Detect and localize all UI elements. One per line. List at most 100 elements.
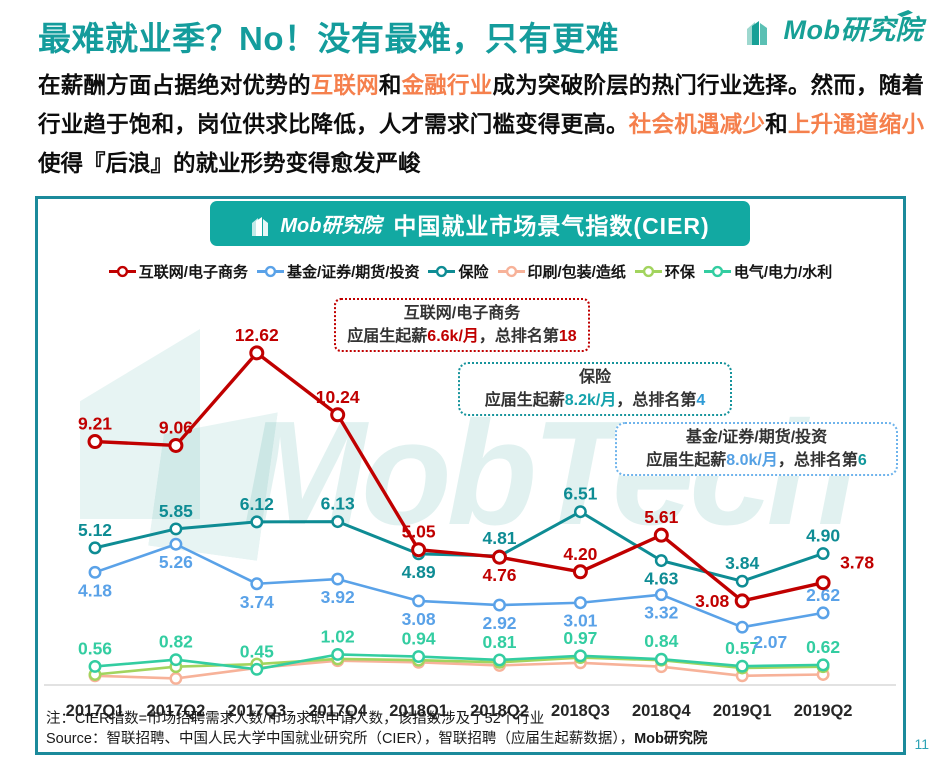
graduation-cap-icon [897, 10, 913, 17]
data-point [492, 549, 507, 565]
data-label: 0.81 [482, 632, 516, 652]
chart-title: 中国就业市场景气指数(CIER) [393, 212, 710, 239]
series-line [94, 351, 824, 603]
data-point [412, 594, 426, 608]
x-tick-label: 2017Q3 [227, 702, 286, 720]
data-label: 0.82 [159, 632, 193, 652]
data-label: 0.94 [402, 629, 436, 649]
data-point [87, 434, 103, 450]
series-line [94, 653, 824, 671]
legend-item-基金/证券/期货/投资: 基金/证券/期货/投资 [256, 261, 419, 282]
data-point [331, 572, 345, 586]
banner-logo-text: Mob研究院 [280, 215, 382, 237]
data-point [654, 652, 668, 666]
intro-text: 和 [378, 73, 402, 98]
data-point [816, 547, 830, 561]
x-tick-label: 2019Q1 [713, 702, 772, 720]
data-label: 9.06 [159, 417, 193, 437]
legend-item-互联网/电子商务: 互联网/电子商务 [108, 261, 248, 282]
data-point [572, 564, 588, 580]
data-label: 4.18 [78, 580, 112, 600]
data-label: 3.32 [644, 603, 678, 623]
series-基金/证券/期货/投资: 4.18 5.26 3.74 3.92 3.08 2.92 3.01 3.32 2.07 2.62 [78, 537, 840, 652]
series-line [94, 659, 824, 680]
intro-highlight-opportunity: 社会机遇减少 [628, 112, 766, 137]
data-label: 2.62 [806, 585, 840, 605]
x-tick-label: 2018Q4 [632, 702, 692, 720]
data-label: 5.05 [402, 522, 436, 542]
data-point [169, 671, 183, 685]
chart-title-banner: Mob研究院 中国就业市场景气指数(CIER) [210, 201, 750, 246]
legend-marker-icon [256, 265, 284, 278]
callout-title: 基金/证券/期货/投资 [685, 429, 828, 446]
series-保险: 5.12 5.85 6.12 6.13 4.89 4.81 6.51 4.63 3.84 4.90 [78, 484, 840, 589]
data-label: 4.63 [644, 569, 678, 589]
page-number: 11 [914, 736, 929, 752]
legend-label: 环保 [664, 264, 695, 281]
data-point [735, 620, 749, 634]
data-point [412, 650, 426, 664]
callout-title: 互联网/电子商务 [403, 305, 521, 322]
data-point [493, 598, 506, 612]
intro-paragraph: 在薪酬方面占据绝对优势的互联网和金融行业成为突破阶层的热门行业选择。然而，随着行… [38, 66, 924, 183]
legend-marker-icon [703, 265, 731, 278]
legend-item-环保: 环保 [634, 261, 695, 282]
callout-fund: 基金/证券/期货/投资 应届生起薪8.0k/月，总排名第6 [615, 422, 898, 476]
data-point [331, 515, 345, 529]
x-tick-label: 2018Q3 [551, 702, 610, 720]
data-label: 0.62 [806, 637, 840, 657]
data-label: 5.26 [159, 552, 193, 572]
footnote-cier: 注：CIER指数=市场招聘需求人数/市场求职申请人数，该指数涉及了52个行业 [46, 711, 545, 727]
series-互联网/电子商务: 9.21 9.06 12.62 10.24 5.05 4.76 4.20 5.61 3.08 3.… [78, 325, 874, 611]
legend-label: 保险 [458, 264, 489, 281]
data-point [653, 527, 669, 543]
data-label: 3.08 [402, 609, 436, 629]
data-label: 0.84 [644, 631, 678, 651]
data-label: 6.12 [240, 494, 274, 514]
data-label: 5.12 [78, 520, 112, 540]
x-tick-label: 2017Q2 [147, 702, 206, 720]
callout-detail: 应届生起薪8.2k/月，总排名第4 [484, 392, 706, 409]
data-point [169, 522, 183, 536]
data-label: 4.81 [482, 528, 516, 548]
intro-highlight-finance: 金融行业 [401, 73, 493, 98]
legend-marker-icon [634, 265, 662, 278]
data-label: 3.01 [563, 611, 597, 631]
series-line [94, 542, 824, 629]
data-point [654, 588, 668, 602]
data-point [88, 659, 102, 673]
data-label: 3.08 [695, 591, 729, 611]
data-point [88, 541, 102, 555]
data-point [573, 505, 587, 519]
page-title: 最难就业季？No！没有最难，只有更难 [38, 20, 619, 57]
callout-detail: 应届生起薪8.0k/月，总排名第6 [646, 452, 867, 469]
data-point [573, 649, 587, 663]
data-point [816, 606, 830, 620]
legend-item-保险: 保险 [428, 261, 489, 282]
data-point [331, 648, 345, 661]
banner-logo: Mob研究院 [250, 209, 381, 238]
data-label: 5.85 [159, 501, 193, 521]
data-label: 4.20 [563, 544, 597, 564]
data-point [88, 565, 102, 579]
callout-internet: 互联网/电子商务 应届生起薪6.6k/月，总排名第18 [334, 298, 590, 352]
callout-title: 保险 [578, 369, 611, 386]
banner-building-icon [252, 217, 269, 236]
data-label: 0.97 [563, 628, 597, 648]
data-label: 3.74 [240, 592, 274, 612]
data-point [735, 574, 749, 588]
data-label: 12.62 [235, 325, 279, 345]
chart-panel: MobTech Mob研究院 中国就业市场景气指数(CIER) 互联网/电子商务… [35, 196, 906, 755]
legend-item-电气/电力/水利: 电气/电力/水利 [703, 261, 832, 282]
data-point [734, 593, 750, 609]
intro-highlight-internet: 互联网 [310, 73, 379, 98]
cier-line-chart: 2017Q1 2017Q2 2017Q3 2017Q4 2018Q1 2018Q2 2018… [44, 325, 896, 720]
series-line [94, 510, 824, 583]
legend-label: 互联网/电子商务 [138, 264, 248, 281]
intro-text: 在薪酬方面占据绝对优势的 [38, 73, 311, 98]
data-point [735, 659, 749, 673]
callout-detail: 应届生起薪6.6k/月，总排名第18 [347, 328, 577, 345]
data-label: 2.07 [753, 632, 787, 652]
series-电气/电力/水利: 0.56 0.82 0.45 1.02 0.94 0.81 0.97 0.84 0.57 0.62 [78, 626, 840, 676]
brand-logo: Mob研究院 [744, 8, 923, 47]
